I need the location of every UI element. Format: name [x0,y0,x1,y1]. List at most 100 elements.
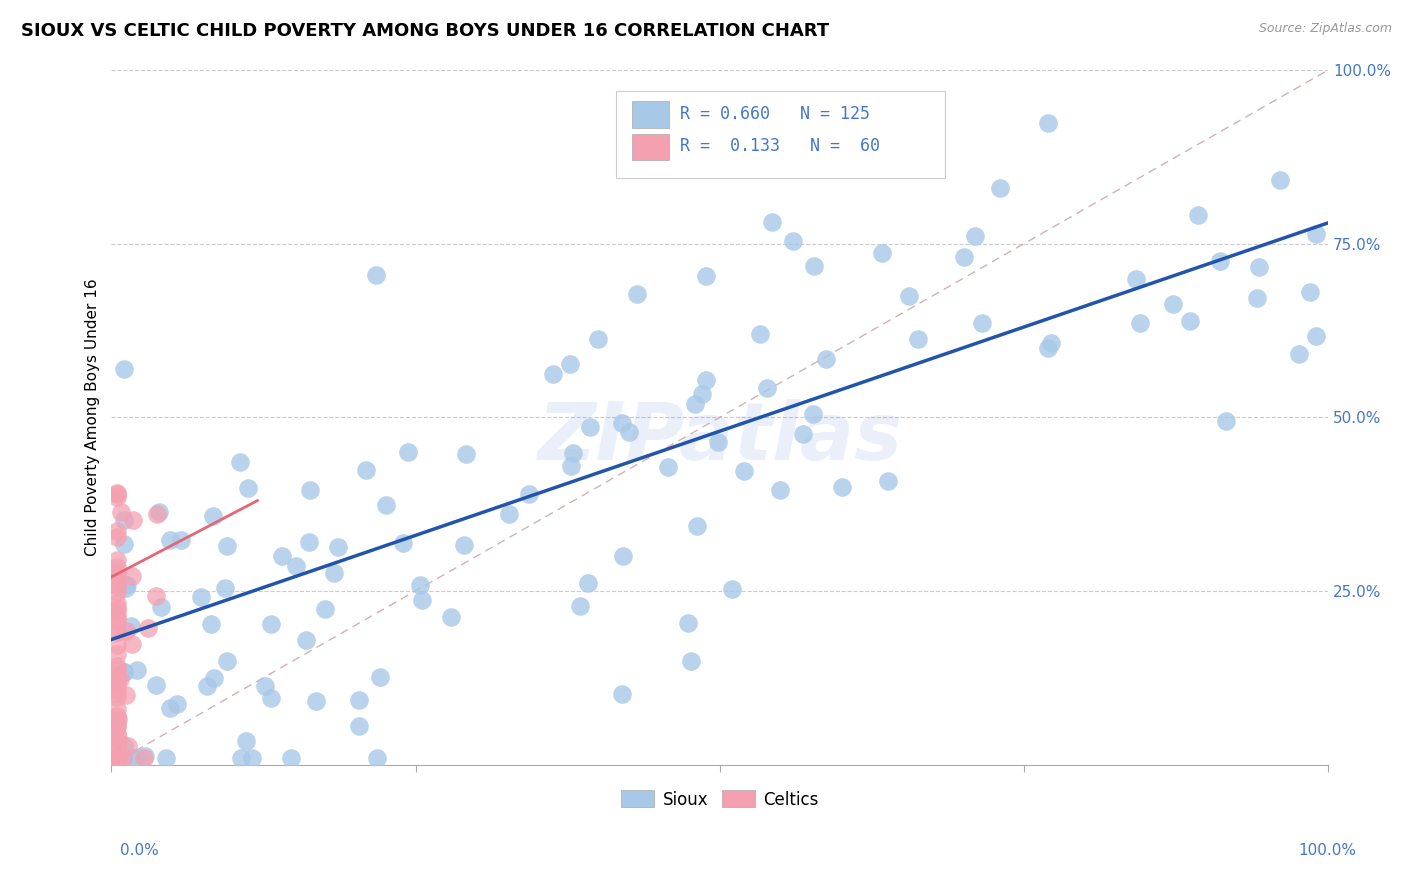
Point [280,750,302,764]
Point [112,362,135,376]
Point [148,505,170,519]
Point [907,332,929,346]
Point [1129,316,1152,330]
Point [107,675,129,690]
Point [876,475,898,489]
Y-axis label: Child Poverty Among Boys Under 16: Child Poverty Among Boys Under 16 [86,278,100,556]
Point [122,513,145,527]
Point [1288,347,1310,361]
Point [374,498,396,512]
Point [498,507,520,521]
Point [107,669,129,683]
Point [1125,272,1147,286]
Point [107,579,129,593]
Point [107,487,129,501]
Point [1187,208,1209,222]
Point [612,687,634,701]
Point [215,539,238,553]
Point [1247,260,1270,274]
Point [440,609,463,624]
Point [107,639,129,653]
Point [117,739,139,753]
Point [107,726,129,740]
Point [683,397,706,411]
Point [110,504,132,518]
Point [107,750,129,764]
Point [1178,313,1201,327]
Point [569,599,592,613]
Point [453,539,475,553]
Point [872,246,894,260]
Point [132,750,155,764]
Point [1036,342,1059,356]
Point [107,597,129,611]
Point [114,624,136,638]
Point [240,750,263,764]
Point [560,458,582,473]
FancyBboxPatch shape [633,102,669,128]
Point [657,460,679,475]
Point [815,351,838,366]
Legend: Sioux, Celtics: Sioux, Celtics [614,784,825,815]
Point [695,373,717,387]
Point [831,480,853,494]
Point [756,381,779,395]
Point [364,268,387,283]
Point [107,740,129,755]
Point [107,486,129,500]
Text: Source: ZipAtlas.com: Source: ZipAtlas.com [1258,22,1392,36]
Point [721,582,744,596]
Point [676,616,699,631]
Point [707,434,730,449]
Point [354,462,377,476]
Point [322,566,344,580]
Point [588,332,610,346]
Text: ZIPatlas: ZIPatlas [537,399,903,477]
Point [612,549,634,563]
Point [107,566,129,580]
Point [107,750,129,764]
Point [169,533,191,547]
Point [270,549,292,563]
Point [396,445,419,459]
Point [107,730,129,744]
FancyBboxPatch shape [616,91,945,178]
Point [107,490,129,504]
Point [792,426,814,441]
Point [112,537,135,551]
Point [107,738,129,752]
Point [159,533,181,547]
FancyBboxPatch shape [633,134,669,161]
Point [107,675,129,690]
Point [107,681,129,696]
Point [782,235,804,249]
Point [965,229,987,244]
Point [626,286,648,301]
Point [229,750,252,764]
Point [112,750,135,764]
Point [1299,285,1322,299]
Point [229,454,252,468]
Point [710,135,733,149]
Point [368,670,391,684]
Point [121,569,143,583]
Text: R =  0.133   N =  60: R = 0.133 N = 60 [679,137,880,155]
Point [1305,328,1327,343]
Point [107,718,129,732]
Point [347,693,370,707]
Text: SIOUX VS CELTIC CHILD POVERTY AMONG BOYS UNDER 16 CORRELATION CHART: SIOUX VS CELTIC CHILD POVERTY AMONG BOYS… [21,22,830,40]
Point [107,611,129,625]
Point [305,694,328,708]
Point [107,603,129,617]
Point [107,658,129,673]
Point [690,386,713,401]
Point [107,625,129,640]
Point [145,678,167,692]
Point [576,575,599,590]
Point [115,578,138,592]
Point [108,672,131,686]
Point [107,736,129,750]
Point [558,357,581,371]
Text: 100.0%: 100.0% [1299,843,1357,858]
Point [769,483,792,497]
